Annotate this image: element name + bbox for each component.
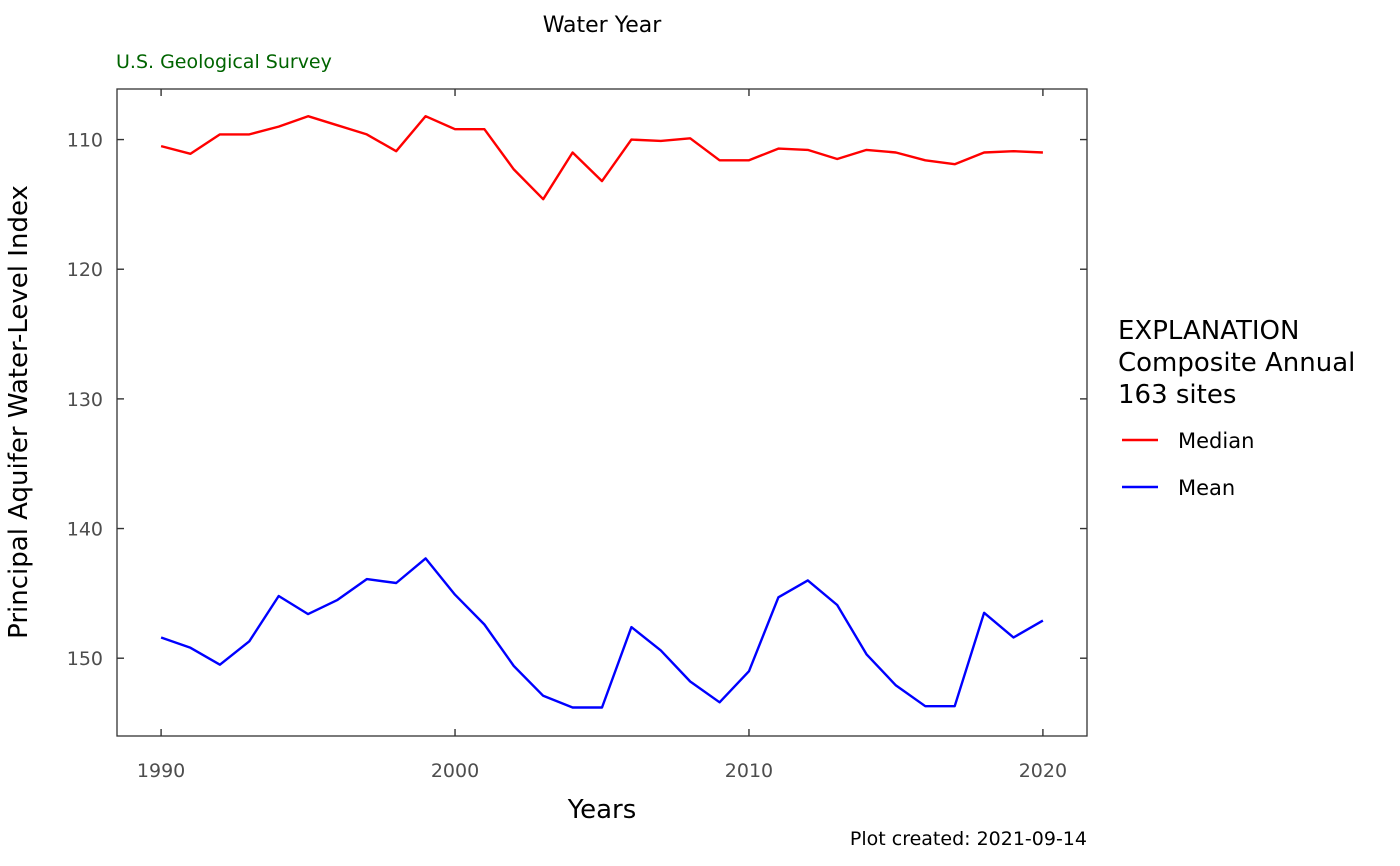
x-tick-label-2000: 2000 <box>431 760 479 782</box>
y-axis-title: Principal Aquifer Water-Level Index <box>4 185 34 639</box>
chart-subtitle: U.S. Geological Survey <box>116 51 332 73</box>
y-axis: 110 120 130 140 150 <box>67 130 1087 670</box>
y-tick-label-130: 130 <box>67 389 103 411</box>
plot-caption: Plot created: 2021-09-14 <box>850 828 1087 850</box>
x-tick-label-2010: 2010 <box>725 760 773 782</box>
x-axis: 1990 2000 2010 2020 <box>137 89 1067 782</box>
y-tick-label-110: 110 <box>67 130 103 152</box>
y-tick-label-150: 150 <box>67 648 103 670</box>
y-tick-label-140: 140 <box>67 519 103 541</box>
x-axis-title: Years <box>567 795 637 825</box>
legend: EXPLANATION Composite Annual 163 sites M… <box>1118 316 1355 500</box>
legend-title-line-3: 163 sites <box>1118 380 1236 410</box>
plot-panel <box>116 88 1088 737</box>
y-tick-label-120: 120 <box>67 259 103 281</box>
series-layer <box>160 114 1044 709</box>
x-tick-label-1990: 1990 <box>137 760 185 782</box>
series-line-median <box>160 114 1043 201</box>
legend-label-mean: Mean <box>1178 476 1235 500</box>
legend-title-line-2: Composite Annual <box>1118 348 1355 378</box>
series-line-mean <box>160 557 1044 709</box>
legend-title-line-1: EXPLANATION <box>1118 316 1299 346</box>
x-tick-label-2020: 2020 <box>1019 760 1067 782</box>
chart-title: Water Year <box>543 13 663 38</box>
legend-label-median: Median <box>1178 429 1254 453</box>
